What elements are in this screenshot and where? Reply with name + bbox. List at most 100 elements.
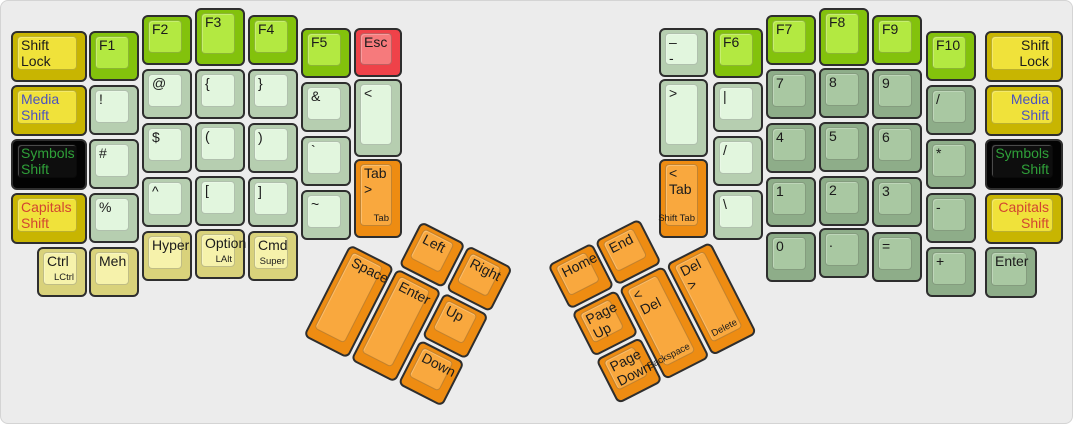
key-f1[interactable]: F1 bbox=[89, 31, 139, 81]
key-end-face: End bbox=[602, 227, 648, 273]
key-lbracket[interactable]: [ bbox=[195, 176, 245, 226]
key-4[interactable]: 4 bbox=[766, 123, 816, 173]
key-f8-label: F8 bbox=[829, 14, 846, 30]
key-equals-face: = bbox=[878, 237, 912, 270]
key-rbrace[interactable]: } bbox=[248, 69, 298, 119]
key-f2[interactable]: F2 bbox=[142, 15, 192, 65]
key-up-arrow-face: Up bbox=[432, 299, 478, 345]
key-greater-than[interactable]: > bbox=[659, 79, 708, 157]
key-media-shift-right[interactable]: Media Shift bbox=[985, 85, 1063, 136]
key-f6[interactable]: F6 bbox=[713, 28, 763, 78]
key-1-label: 1 bbox=[776, 183, 784, 199]
key-f3[interactable]: F3 bbox=[195, 8, 245, 66]
key-f7[interactable]: F7 bbox=[766, 15, 816, 65]
key-right-arrow-label: Right bbox=[467, 255, 504, 285]
key-rbracket-face: ] bbox=[254, 182, 288, 215]
key-media-shift-left[interactable]: Media Shift bbox=[11, 85, 87, 136]
key-dot-face: . bbox=[825, 233, 859, 266]
key-backslash[interactable]: \ bbox=[713, 190, 763, 240]
key-exclam[interactable]: ! bbox=[89, 85, 139, 135]
key-equals[interactable]: = bbox=[872, 232, 922, 282]
key-at[interactable]: @ bbox=[142, 69, 192, 119]
key-esc-label: Esc bbox=[364, 34, 388, 50]
key-meh-face: Meh bbox=[95, 252, 129, 285]
key-rbracket[interactable]: ] bbox=[248, 177, 298, 227]
key-symbols-shift-left[interactable]: Symbols Shift bbox=[11, 139, 87, 190]
key-plus-face: + bbox=[932, 252, 966, 285]
key-f4[interactable]: F4 bbox=[248, 15, 298, 65]
key-rparen[interactable]: ) bbox=[248, 123, 298, 173]
key-backtick[interactable]: ` bbox=[301, 136, 351, 186]
key-minus[interactable]: - bbox=[926, 193, 976, 243]
key-cmd[interactable]: Cmd Super bbox=[248, 231, 298, 281]
key-slash-mid[interactable]: / bbox=[713, 136, 763, 186]
key-pipe[interactable]: | bbox=[713, 82, 763, 132]
key-f9[interactable]: F9 bbox=[872, 15, 922, 65]
key-left-arrow-label: Left bbox=[420, 230, 449, 256]
key-slash[interactable]: / bbox=[926, 85, 976, 135]
key-percent[interactable]: % bbox=[89, 193, 139, 243]
key-lparen-label: ( bbox=[205, 128, 210, 144]
key-ctrl[interactable]: Ctrl LCtrl bbox=[37, 247, 87, 297]
key-capitals-shift-right[interactable]: Capitals Shift bbox=[985, 193, 1063, 244]
key-6[interactable]: 6 bbox=[872, 123, 922, 173]
key-f5[interactable]: F5 bbox=[301, 28, 351, 78]
key-cmd-sublabel: Super bbox=[259, 256, 285, 267]
key-tab[interactable]: Tab > Tab bbox=[354, 159, 402, 238]
key-0[interactable]: 0 bbox=[766, 232, 816, 282]
key-caret-label: ^ bbox=[152, 183, 159, 199]
key-dollar[interactable]: $ bbox=[142, 123, 192, 173]
key-minus-face: - bbox=[932, 198, 966, 231]
key-9[interactable]: 9 bbox=[872, 69, 922, 119]
key-shift-lock-left[interactable]: Shift Lock bbox=[11, 31, 87, 82]
key-5-label: 5 bbox=[829, 128, 837, 144]
key-capitals-shift-left[interactable]: Capitals Shift bbox=[11, 193, 87, 244]
key-7-face: 7 bbox=[772, 74, 806, 107]
key-symbols-shift-right-label: Symbols Shift bbox=[995, 145, 1049, 177]
key-f3-label: F3 bbox=[205, 14, 222, 30]
key-5[interactable]: 5 bbox=[819, 122, 869, 172]
key-ctrl-label: Ctrl bbox=[47, 253, 69, 269]
key-capitals-shift-left-face: Capitals Shift bbox=[17, 198, 77, 232]
key-2[interactable]: 2 bbox=[819, 176, 869, 226]
key-amp[interactable]: & bbox=[301, 82, 351, 132]
key-f5-face: F5 bbox=[307, 33, 341, 66]
key-shift-tab[interactable]: < Tab Shift Tab bbox=[658, 159, 708, 238]
key-capitals-shift-right-label: Capitals Shift bbox=[998, 199, 1049, 231]
key-equals-label: = bbox=[882, 238, 891, 254]
key-dot[interactable]: . bbox=[819, 228, 869, 278]
key-f7-face: F7 bbox=[772, 20, 806, 53]
key-star[interactable]: * bbox=[926, 139, 976, 189]
key-hash[interactable]: # bbox=[89, 139, 139, 189]
key-f10[interactable]: F10 bbox=[926, 31, 976, 81]
key-shift-lock-right[interactable]: Shift Lock bbox=[985, 31, 1063, 82]
key-enter-right[interactable]: Enter bbox=[985, 247, 1037, 298]
key-dash[interactable]: – - bbox=[659, 28, 708, 77]
key-tab-sublabel: Tab bbox=[373, 213, 389, 224]
key-f4-face: F4 bbox=[254, 20, 288, 53]
key-f8[interactable]: F8 bbox=[819, 8, 869, 66]
key-plus[interactable]: + bbox=[926, 247, 976, 297]
key-lparen[interactable]: ( bbox=[195, 122, 245, 172]
key-less-than[interactable]: < bbox=[354, 79, 402, 157]
key-1[interactable]: 1 bbox=[766, 177, 816, 227]
key-8[interactable]: 8 bbox=[819, 68, 869, 118]
key-tilde[interactable]: ~ bbox=[301, 190, 351, 240]
key-meh-label: Meh bbox=[99, 253, 127, 269]
key-7[interactable]: 7 bbox=[766, 69, 816, 119]
key-meh[interactable]: Meh bbox=[89, 247, 139, 297]
key-page-down-face: Page Down bbox=[603, 346, 653, 391]
key-hyper[interactable]: Hyper bbox=[142, 231, 192, 281]
key-option[interactable]: Option LAlt bbox=[195, 229, 246, 279]
key-slash-mid-face: / bbox=[719, 141, 753, 174]
key-page-up-face: Page Up bbox=[579, 298, 625, 344]
key-3[interactable]: 3 bbox=[872, 177, 922, 227]
key-home-label: Home bbox=[558, 249, 600, 281]
key-exclam-label: ! bbox=[99, 91, 103, 107]
key-symbols-shift-right[interactable]: Symbols Shift bbox=[985, 139, 1063, 190]
key-caret[interactable]: ^ bbox=[142, 177, 192, 227]
key-esc[interactable]: Esc bbox=[354, 28, 402, 77]
key-8-face: 8 bbox=[825, 73, 859, 106]
key-lbrace[interactable]: { bbox=[195, 69, 245, 119]
